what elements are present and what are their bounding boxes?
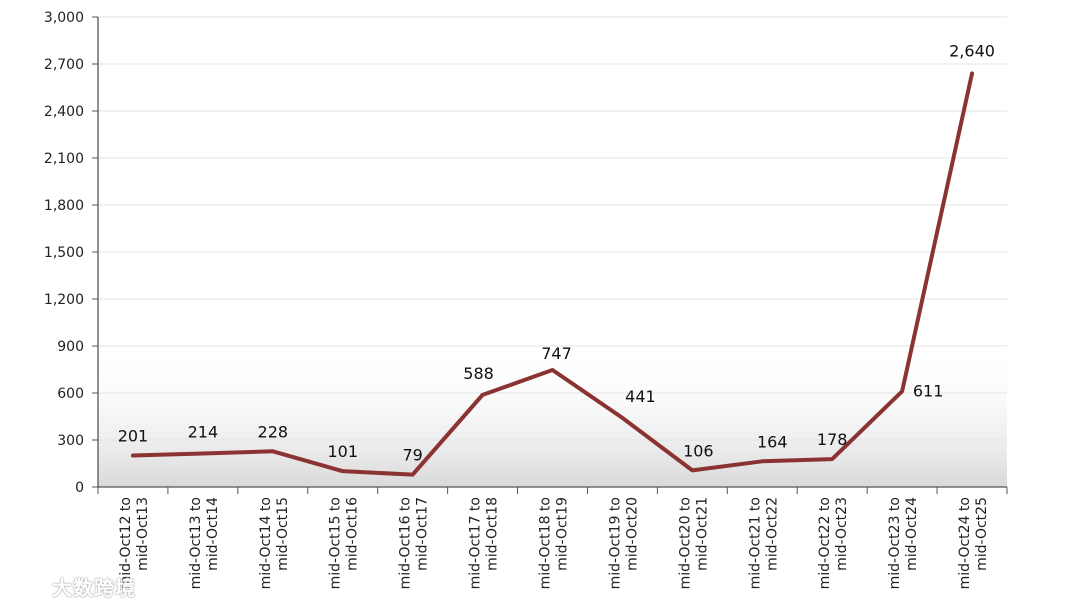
data-label: 2,640 [949,41,995,60]
x-tick-label-line: mid-Oct25 [974,497,990,571]
x-tick-label: mid-Oct24 tomid-Oct25 [957,497,990,589]
x-tick-label-line: mid-Oct21 to [747,497,763,589]
watermark-logo-icon [13,583,48,597]
y-tick-label: 300 [57,433,84,449]
x-tick-label-text: mid-Oct20 tomid-Oct21 [677,497,710,589]
x-tick-label: mid-Oct19 tomid-Oct20 [607,497,640,589]
x-tick-label-text: mid-Oct12 tomid-Oct13 [118,497,151,589]
x-tick-label-text: mid-Oct16 tomid-Oct17 [398,497,431,589]
y-tick-label: 1,800 [44,198,84,214]
x-tick-label-line: mid-Oct15 [275,497,291,571]
x-tick-label-line: mid-Oct13 to [188,497,204,589]
x-tick-label-line: mid-Oct20 to [677,497,693,589]
data-label: 588 [463,364,494,383]
x-tick-label: mid-Oct16 tomid-Oct17 [398,497,431,589]
x-tick-label: mid-Oct14 tomid-Oct15 [258,497,291,589]
x-tick-label-text: mid-Oct21 tomid-Oct22 [747,497,780,589]
x-tick-label-text: mid-Oct18 tomid-Oct19 [538,497,571,589]
y-tick-label: 2,700 [44,57,84,73]
x-axis-ticks: mid-Oct12 tomid-Oct13 mid-Oct13 tomid-Oct… [97,487,1008,589]
x-tick-label-line: mid-Oct18 [485,497,501,571]
y-tick-label: 0 [75,480,84,496]
x-tick-label-text: mid-Oct14 tomid-Oct15 [258,497,291,589]
x-tick-label-line: mid-Oct22 to [817,497,833,589]
y-tick-label: 3,000 [44,10,84,26]
gridlines [98,16,1007,441]
data-label: 101 [327,442,358,461]
x-tick-label-line: mid-Oct17 [415,497,431,571]
x-tick-label-line: mid-Oct15 to [328,497,344,589]
x-tick-label-line: mid-Oct21 [694,497,710,571]
x-tick-label: mid-Oct21 tomid-Oct22 [747,497,780,589]
x-tick-label-line: mid-Oct23 [834,497,850,571]
data-label: 164 [757,432,788,451]
y-tick-label: 1,200 [44,292,84,308]
y-tick-label: 2,100 [44,151,84,167]
data-label: 201 [118,427,149,446]
x-tick-label-line: mid-Oct16 [345,497,361,571]
x-tick-label-text: mid-Oct17 tomid-Oct18 [468,497,501,589]
x-tick-label-text: mid-Oct23 tomid-Oct24 [887,497,920,589]
x-tick-label-line: mid-Oct19 to [607,497,623,589]
x-tick-label-line: mid-Oct24 to [957,497,973,589]
x-tick-label: mid-Oct22 tomid-Oct23 [817,497,850,589]
y-axis-ticks: 0 300 600 900 1,200 1,500 1,800 2,100 2,400 2,700… [44,10,98,496]
x-tick-label-line: mid-Oct14 [205,497,221,571]
data-label: 441 [625,387,656,406]
data-label: 106 [683,441,714,460]
x-tick-label-line: mid-Oct14 to [258,497,274,589]
data-label: 214 [188,422,219,441]
x-tick-label: mid-Oct12 tomid-Oct13 [118,497,151,589]
x-tick-label-line: mid-Oct19 [555,497,571,571]
y-tick-label: 1,500 [44,245,84,261]
x-tick-label-line: mid-Oct24 [904,497,920,571]
y-tick-label: 600 [57,386,84,402]
y-tick-label: 900 [57,339,84,355]
x-tick-label-text: mid-Oct15 tomid-Oct16 [328,497,361,589]
x-tick-label: mid-Oct18 tomid-Oct19 [538,497,571,589]
x-tick-label-line: mid-Oct23 to [887,497,903,589]
x-tick-label-line: mid-Oct20 [624,497,640,571]
x-tick-label-text: mid-Oct22 tomid-Oct23 [817,497,850,589]
x-tick-label-line: mid-Oct22 [764,497,780,571]
watermark-text: 大数跨境 [52,576,136,600]
x-tick-label: mid-Oct23 tomid-Oct24 [887,497,920,589]
plot-background-gradient [98,346,1007,487]
data-label: 228 [258,422,289,441]
x-tick-label-line: mid-Oct18 to [538,497,554,589]
y-tick-label: 2,400 [44,104,84,120]
watermark: 大数跨境 [12,572,136,601]
x-tick-label-text: mid-Oct24 tomid-Oct25 [957,497,990,589]
data-label: 178 [817,430,848,449]
data-label: 79 [402,446,422,465]
x-tick-label-text: mid-Oct19 tomid-Oct20 [607,497,640,589]
data-label: 611 [913,381,944,400]
x-tick-label: mid-Oct15 tomid-Oct16 [328,497,361,589]
x-tick-label-line: mid-Oct12 to [118,497,134,589]
series-line [130,71,975,477]
data-label: 747 [541,344,572,363]
series-line-group [130,71,975,477]
x-tick-label: mid-Oct17 tomid-Oct18 [468,497,501,589]
data-labels: 201 214 228 101 79 588 747 441 106 164 178 611 2,640 [118,41,995,464]
x-tick-label: mid-Oct20 tomid-Oct21 [677,497,710,589]
x-tick-label: mid-Oct13 tomid-Oct14 [188,497,221,589]
x-tick-label-line: mid-Oct17 to [468,497,484,589]
x-tick-label-line: mid-Oct16 to [398,497,414,589]
x-tick-label-text: mid-Oct13 tomid-Oct14 [188,497,221,589]
x-tick-label-line: mid-Oct13 [135,497,151,571]
